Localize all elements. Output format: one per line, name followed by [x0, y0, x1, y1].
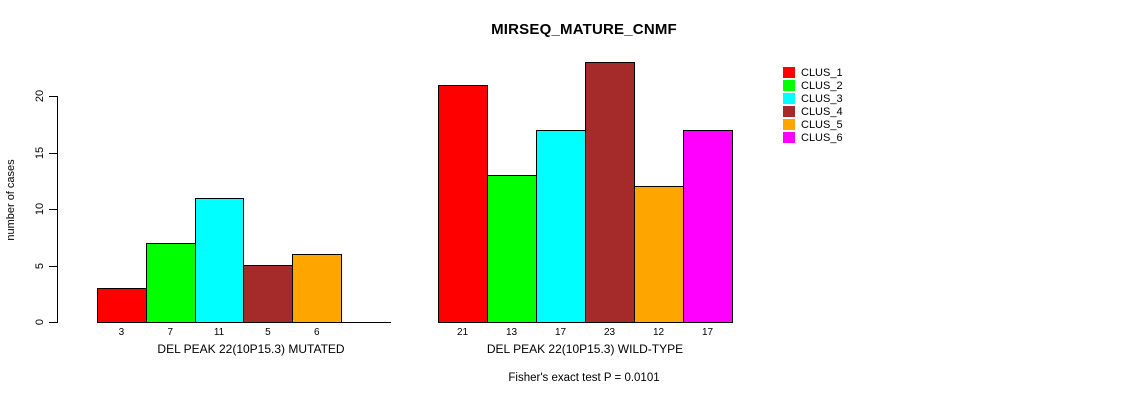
legend-item-clus_3: CLUS_3 — [783, 92, 843, 105]
legend-label: CLUS_3 — [801, 92, 843, 105]
bar-clus_5 — [634, 186, 684, 323]
legend-item-clus_6: CLUS_6 — [783, 131, 843, 144]
bar-label: 17 — [701, 327, 714, 338]
legend-item-clus_2: CLUS_2 — [783, 79, 843, 92]
legend-label: CLUS_4 — [801, 105, 843, 118]
y-tick-label: 20 — [34, 89, 46, 103]
bar-clus_4 — [585, 62, 635, 323]
chart-title: MIRSEQ_MATURE_CNMF — [491, 21, 677, 38]
bar-label: 11 — [213, 327, 225, 338]
legend-swatch-icon — [783, 119, 795, 130]
y-axis-label: number of cases — [5, 159, 17, 241]
bar-label: 17 — [554, 327, 567, 338]
y-tick — [49, 152, 57, 154]
legend-label: CLUS_6 — [801, 131, 843, 144]
bar-label: 6 — [313, 327, 320, 338]
y-tick-label: 15 — [34, 146, 46, 159]
y-tick-label: 5 — [34, 262, 46, 269]
y-tick — [49, 96, 57, 97]
bar-label: 13 — [505, 327, 518, 338]
y-tick — [49, 265, 57, 267]
legend-swatch-icon — [783, 93, 795, 104]
bar-clus_3 — [195, 198, 244, 323]
legend-swatch-icon — [783, 67, 795, 78]
bar-label: 12 — [652, 327, 665, 338]
y-tick — [49, 209, 57, 210]
bar-clus_3 — [536, 130, 586, 323]
bar-label: 7 — [167, 327, 174, 338]
bar-label: 3 — [118, 327, 125, 338]
bar-label: 21 — [456, 327, 469, 338]
legend-item-clus_4: CLUS_4 — [783, 105, 843, 118]
y-tick-label: 0 — [34, 318, 46, 326]
footer-annotation: Fisher's exact test P = 0.0101 — [508, 372, 660, 384]
bar-clus_2 — [146, 243, 196, 323]
group-x-label-wildtype: DEL PEAK 22(10P15.3) WILD-TYPE — [486, 342, 684, 356]
bar-clus_2 — [487, 175, 537, 323]
bar-clus_1 — [97, 288, 147, 323]
bar-clus_4 — [243, 265, 293, 323]
legend-swatch-icon — [783, 132, 795, 143]
bar-label: 23 — [603, 327, 616, 338]
legend-item-clus_5: CLUS_5 — [783, 118, 843, 131]
legend-swatch-icon — [783, 80, 795, 91]
legend-label: CLUS_5 — [801, 118, 843, 131]
legend-label: CLUS_1 — [801, 66, 843, 79]
bar-clus_6 — [683, 130, 733, 323]
legend-label: CLUS_2 — [801, 79, 843, 92]
bar-clus_1 — [438, 85, 488, 323]
y-axis-line — [57, 96, 58, 323]
legend: CLUS_1 CLUS_2 CLUS_3 CLUS_4 CLUS_5 CLUS_6 — [783, 66, 843, 144]
bar-clus_5 — [292, 254, 342, 323]
y-tick — [49, 322, 57, 323]
legend-item-clus_1: CLUS_1 — [783, 66, 843, 79]
legend-swatch-icon — [783, 106, 795, 117]
y-tick-label: 10 — [34, 202, 46, 216]
group-x-label-mutated: DEL PEAK 22(10P15.3) MUTATED — [157, 342, 345, 356]
bar-label: 5 — [265, 327, 271, 338]
